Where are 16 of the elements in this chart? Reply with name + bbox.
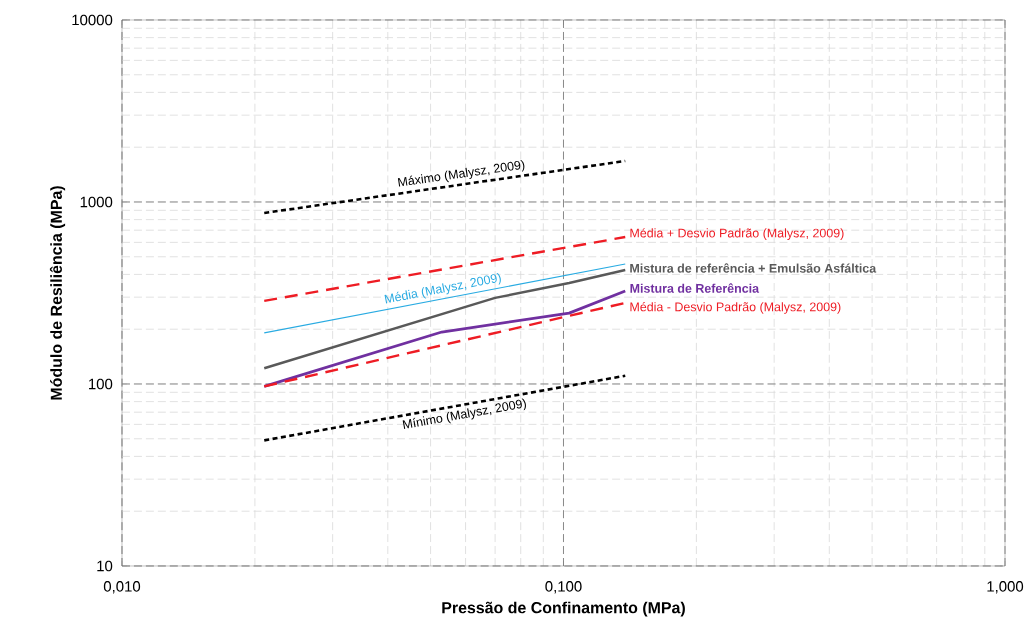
y-tick-label: 100 [89, 378, 113, 390]
x-axis-title: Pressão de Confinamento (MPa) [442, 601, 685, 617]
series-label: Mistura de referência + Emulsão Asfáltica [630, 263, 877, 273]
y-tick-label: 10 [97, 560, 113, 572]
x-tick-label: 0,100 [545, 581, 582, 594]
series-label: Média + Desvio Padrão (Malysz, 2009) [630, 228, 844, 240]
y-tick-label: 10000 [72, 14, 113, 26]
text: Média (Malysz, 2009) [384, 273, 501, 304]
y-tick-label: 1000 [80, 196, 113, 208]
text: Mínimo (Malysz, 2009) [402, 398, 526, 429]
x-tick-label: 0,010 [103, 581, 141, 594]
y-axis-title: Módulo de Resiliência (MPa) [49, 186, 66, 400]
x-tick-label: 1,000 [987, 581, 1024, 594]
series-label: Média - Desvio Padrão (Malysz, 2009) [630, 301, 841, 314]
text: Máximo (Malysz, 2009) [397, 159, 525, 187]
series-label: Mistura de Referência [630, 283, 760, 293]
